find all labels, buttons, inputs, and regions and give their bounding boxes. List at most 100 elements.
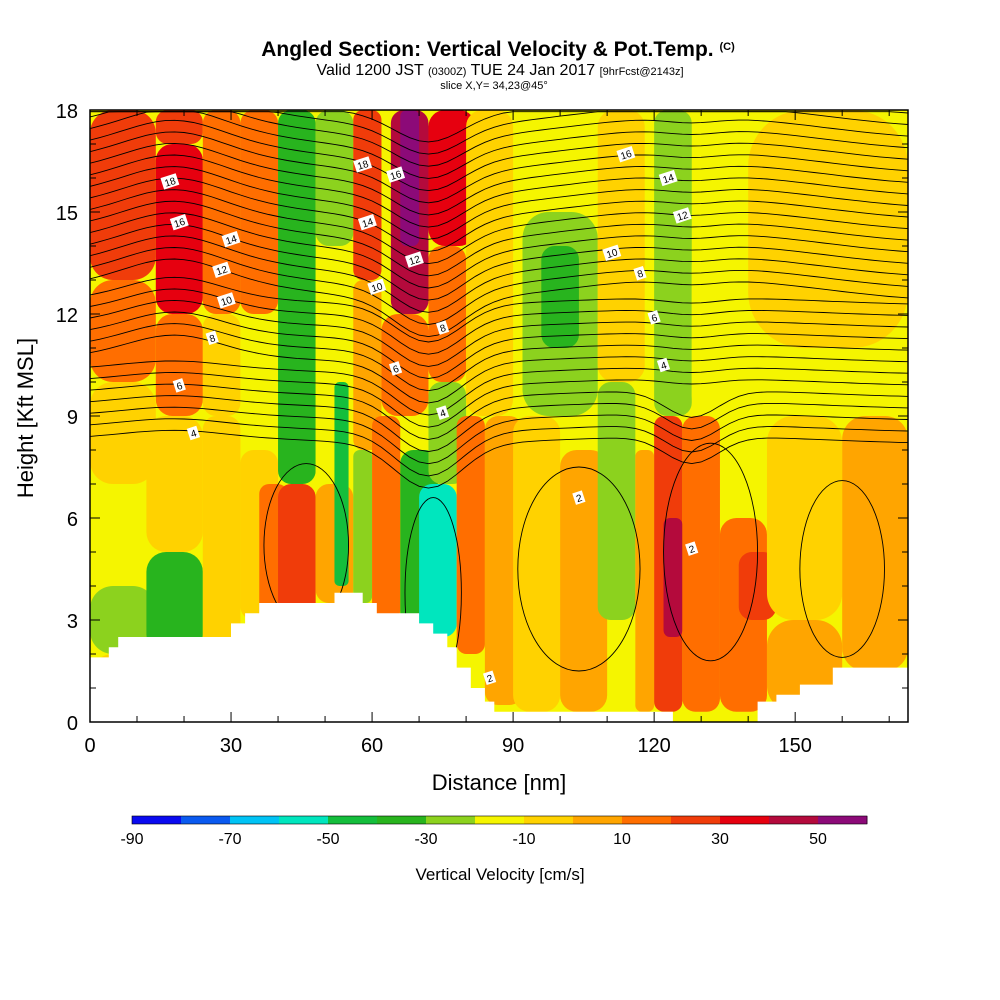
chart-title: Angled Section: Vertical Velocity & Pot.… xyxy=(261,38,714,61)
y-axis-title: Height [Kft MSL] xyxy=(13,338,38,498)
contour-label: 2 xyxy=(685,541,699,556)
svg-text:16: 16 xyxy=(619,149,633,163)
y-tick-label: 0 xyxy=(67,713,78,735)
svg-text:18: 18 xyxy=(163,176,177,190)
y-tick-label: 12 xyxy=(56,305,78,327)
svg-text:10: 10 xyxy=(220,295,234,309)
svg-text:6: 6 xyxy=(650,313,659,325)
svg-text:14: 14 xyxy=(361,217,375,231)
velocity-cell-41 xyxy=(541,246,579,348)
y-tick-label: 9 xyxy=(67,407,78,429)
isotherm-line xyxy=(90,189,908,265)
contour-label: 10 xyxy=(367,278,387,295)
terrain xyxy=(90,592,908,722)
svg-text:2: 2 xyxy=(575,493,584,505)
svg-text:8: 8 xyxy=(636,268,645,280)
contour-label: 12 xyxy=(672,207,692,224)
isotherm-line xyxy=(90,383,908,440)
contour-loop xyxy=(799,480,885,658)
y-tick-label: 6 xyxy=(67,509,78,531)
contour-loop xyxy=(663,442,759,662)
velocity-cell-10 xyxy=(155,110,203,144)
isotherm-line xyxy=(90,247,908,325)
velocity-cell-50 xyxy=(691,246,749,416)
colorbar-label: -10 xyxy=(512,831,535,848)
y-tick-label: 3 xyxy=(67,611,78,633)
colorbar-swatch xyxy=(426,816,476,824)
isotherm-line xyxy=(90,372,908,428)
contour-label: 4 xyxy=(656,357,671,373)
svg-text:16: 16 xyxy=(389,169,403,183)
svg-text:12: 12 xyxy=(408,254,422,268)
colorbar: -90 -70 -50 -30 -10 10 30 50 xyxy=(120,815,868,848)
isotherm-line xyxy=(90,299,908,367)
colorbar-swatch xyxy=(181,816,231,824)
x-tick-label: 120 xyxy=(637,735,670,757)
isotherm-line xyxy=(90,334,908,404)
svg-text:4: 4 xyxy=(439,408,448,420)
velocity-cell-34 xyxy=(428,246,467,382)
svg-text:4: 4 xyxy=(660,360,669,372)
svg-text:18: 18 xyxy=(356,159,370,173)
y-tick-label: 15 xyxy=(56,203,78,225)
valid-utc: (0300Z) xyxy=(427,66,467,78)
contour-label: 8 xyxy=(435,320,450,335)
svg-text:4: 4 xyxy=(190,428,199,440)
y-tick-label: 18 xyxy=(56,101,78,123)
isotherm-line xyxy=(90,418,908,477)
svg-text:6: 6 xyxy=(392,364,401,376)
isotherm-line xyxy=(90,131,908,204)
velocity-cell-5 xyxy=(90,110,156,280)
velocity-cell-2 xyxy=(90,484,156,586)
svg-text:10: 10 xyxy=(370,281,384,295)
x-tick-label: 150 xyxy=(778,735,811,757)
velocity-cell-49 xyxy=(682,416,720,712)
isotherm-line xyxy=(90,166,908,240)
isotherm-line xyxy=(90,406,908,465)
contour-label: 10 xyxy=(602,244,622,261)
contour-label: 2 xyxy=(572,490,586,505)
velocity-cell-47 xyxy=(663,518,683,637)
contour-label: 4 xyxy=(435,405,450,420)
contour-label: 16 xyxy=(616,146,636,163)
isotherm-line xyxy=(90,395,908,453)
velocity-cell-48 xyxy=(654,110,692,416)
contour-label: 10 xyxy=(216,292,236,309)
isotherm-line xyxy=(90,154,908,228)
isotherm-line xyxy=(90,429,908,489)
isotherm-line xyxy=(90,111,908,179)
x-tick-label: 60 xyxy=(361,735,383,757)
colorbar-swatch xyxy=(132,816,182,824)
isotherm-line xyxy=(90,177,908,252)
velocity-cell-35 xyxy=(428,110,476,246)
contour-label: 4 xyxy=(186,425,201,441)
velocity-cell-26 xyxy=(353,110,382,280)
colorbar-swatch xyxy=(720,816,770,824)
colorbar-label: -50 xyxy=(316,831,339,848)
velocity-cell-55 xyxy=(766,416,843,620)
x-axis-title: Distance [nm] xyxy=(432,770,567,795)
contour-label: 2 xyxy=(482,670,497,685)
x-tick-label: 30 xyxy=(220,735,242,757)
colorbar-swatch xyxy=(328,816,378,824)
colorbar-label: -30 xyxy=(414,831,437,848)
colorbar-label: 10 xyxy=(613,831,631,848)
colorbar-swatch xyxy=(671,816,721,824)
svg-text:16: 16 xyxy=(173,217,187,231)
contour-label: 18 xyxy=(160,173,180,190)
contour-labels: 18 16 14 12 10 8 6 4 18 16 14 12 10 8 6 4 16 14 12 10 8 6 4 2 2 2 xyxy=(160,146,699,685)
svg-text:2: 2 xyxy=(688,544,697,556)
velocity-cell-15 xyxy=(240,314,279,450)
velocity-cell-24 xyxy=(353,450,373,603)
colorbar-swatch xyxy=(622,816,672,824)
contour-label: 12 xyxy=(212,261,232,278)
velocity-cell-45 xyxy=(635,450,655,712)
isotherm-line xyxy=(90,360,908,416)
svg-text:12: 12 xyxy=(215,264,229,278)
velocity-cell-42 xyxy=(560,450,608,712)
velocity-cell-39 xyxy=(513,416,561,712)
colorbar-title: Vertical Velocity [cm/s] xyxy=(415,865,584,884)
colorbar-swatch xyxy=(475,816,525,824)
contour-label: 14 xyxy=(658,169,678,186)
